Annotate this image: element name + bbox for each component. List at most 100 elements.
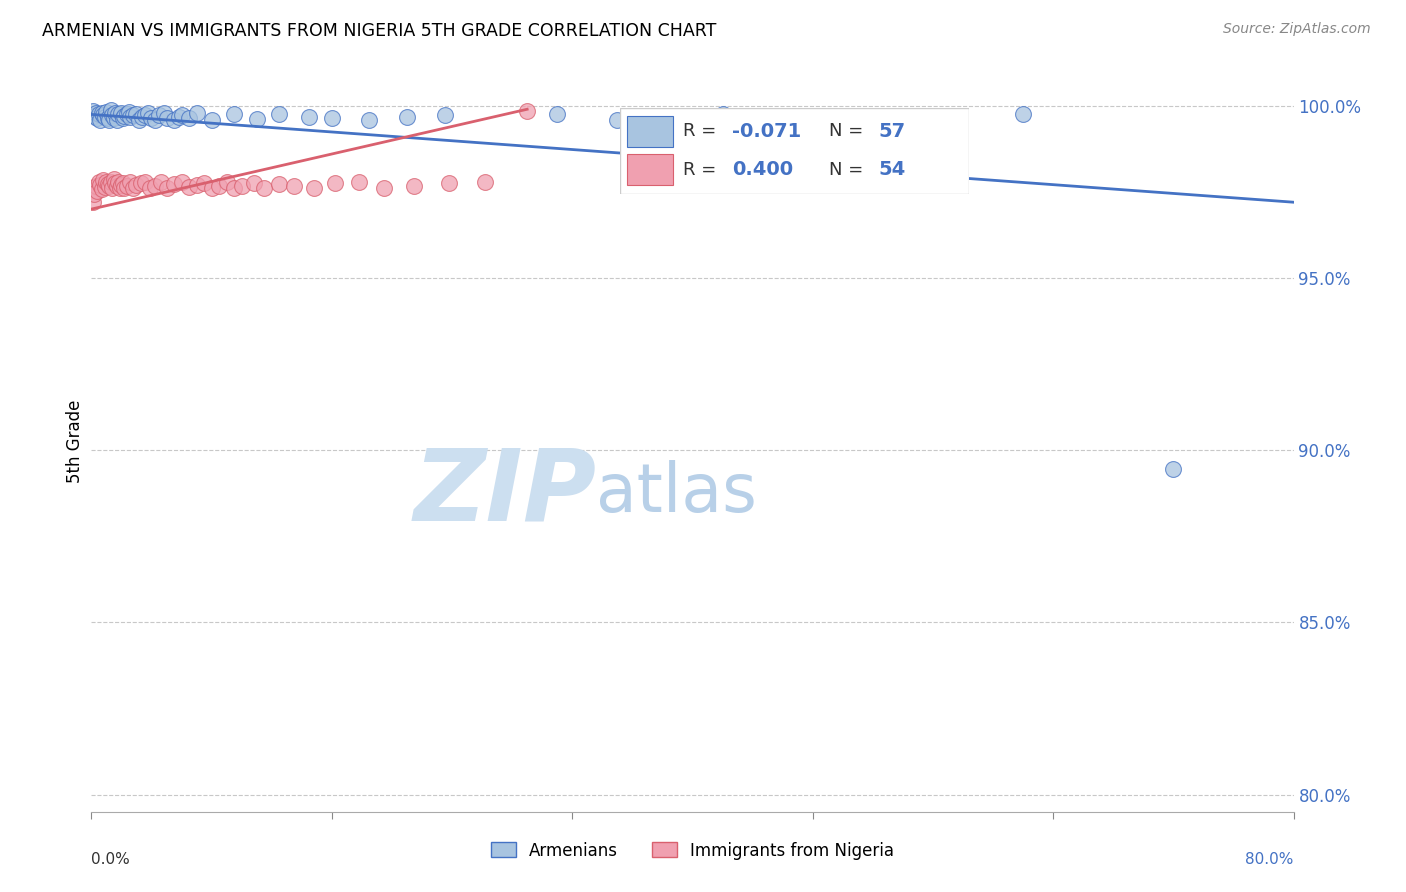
Point <box>103 171 125 186</box>
Point <box>359 112 381 127</box>
Point <box>474 175 496 189</box>
Point <box>128 112 150 127</box>
Point <box>86 184 108 198</box>
Point <box>105 178 128 193</box>
Point <box>84 178 107 193</box>
Point <box>117 178 139 193</box>
Point <box>606 112 628 127</box>
Point <box>97 178 120 192</box>
Text: Source: ZipAtlas.com: Source: ZipAtlas.com <box>1223 22 1371 37</box>
Point <box>93 173 115 187</box>
Point <box>89 178 111 192</box>
FancyBboxPatch shape <box>627 116 672 146</box>
Point <box>125 107 148 121</box>
Point <box>283 178 305 193</box>
Text: N =: N = <box>830 161 869 178</box>
Point <box>1161 462 1184 476</box>
Point <box>120 110 142 124</box>
Text: ZIP: ZIP <box>413 445 596 541</box>
Point <box>125 178 148 192</box>
Point <box>208 178 231 193</box>
Point <box>104 176 127 190</box>
Point <box>131 110 153 124</box>
Point <box>1012 107 1035 121</box>
Point <box>84 105 107 120</box>
Point <box>90 106 112 120</box>
Point <box>122 108 145 122</box>
Point <box>170 175 193 189</box>
Point <box>186 106 208 120</box>
Legend: Armenians, Immigrants from Nigeria: Armenians, Immigrants from Nigeria <box>484 835 901 866</box>
Point <box>224 107 246 121</box>
Point <box>134 175 156 189</box>
Point <box>97 111 120 125</box>
Text: 0.0%: 0.0% <box>91 853 131 867</box>
Point <box>186 178 208 192</box>
Point <box>111 176 134 190</box>
Point <box>242 176 264 190</box>
Text: 57: 57 <box>879 122 905 141</box>
Point <box>149 175 172 189</box>
Point <box>120 175 142 189</box>
FancyBboxPatch shape <box>627 154 672 185</box>
Point <box>201 112 224 127</box>
Point <box>138 106 160 120</box>
Point <box>143 178 166 193</box>
Point <box>433 108 456 122</box>
Point <box>148 108 170 122</box>
Point <box>114 109 136 123</box>
Point <box>93 108 115 122</box>
Point <box>193 176 215 190</box>
Point <box>347 175 370 189</box>
Point <box>111 111 134 125</box>
Point <box>82 195 104 210</box>
Point <box>89 112 111 127</box>
Text: 0.400: 0.400 <box>733 161 793 179</box>
Point <box>104 105 127 120</box>
Text: ARMENIAN VS IMMIGRANTS FROM NIGERIA 5TH GRADE CORRELATION CHART: ARMENIAN VS IMMIGRANTS FROM NIGERIA 5TH … <box>42 22 717 40</box>
Point <box>437 176 460 190</box>
Point <box>100 103 122 117</box>
Point <box>756 112 779 127</box>
Point <box>177 111 200 125</box>
Point <box>101 108 124 122</box>
Point <box>107 175 129 189</box>
Point <box>139 180 162 194</box>
Point <box>246 112 269 126</box>
Point <box>96 175 118 189</box>
Point <box>201 180 224 194</box>
Point <box>516 103 538 118</box>
Point <box>114 181 136 195</box>
Point <box>163 178 186 192</box>
Point <box>129 176 152 190</box>
Point <box>94 179 117 194</box>
Point <box>100 175 122 189</box>
Text: 80.0%: 80.0% <box>1246 853 1294 867</box>
Point <box>373 180 395 194</box>
Point <box>269 107 291 121</box>
Point <box>122 180 145 194</box>
Text: 54: 54 <box>879 161 905 179</box>
Point <box>817 110 839 124</box>
Point <box>108 180 131 194</box>
Point <box>143 112 166 127</box>
Point <box>98 113 121 128</box>
Point <box>155 181 177 195</box>
Text: R =: R = <box>683 161 723 178</box>
Point <box>94 110 117 124</box>
Point <box>83 186 105 201</box>
Point <box>87 107 110 121</box>
Point <box>96 105 118 120</box>
Text: atlas: atlas <box>596 460 758 526</box>
Point <box>215 175 238 189</box>
Point <box>666 110 689 124</box>
Point <box>177 179 200 194</box>
Point <box>110 178 132 192</box>
Point <box>224 180 246 194</box>
FancyBboxPatch shape <box>620 109 969 194</box>
Point <box>302 180 325 194</box>
Point <box>103 111 125 125</box>
Point <box>117 107 139 121</box>
Point <box>546 107 568 121</box>
Point <box>253 181 276 195</box>
